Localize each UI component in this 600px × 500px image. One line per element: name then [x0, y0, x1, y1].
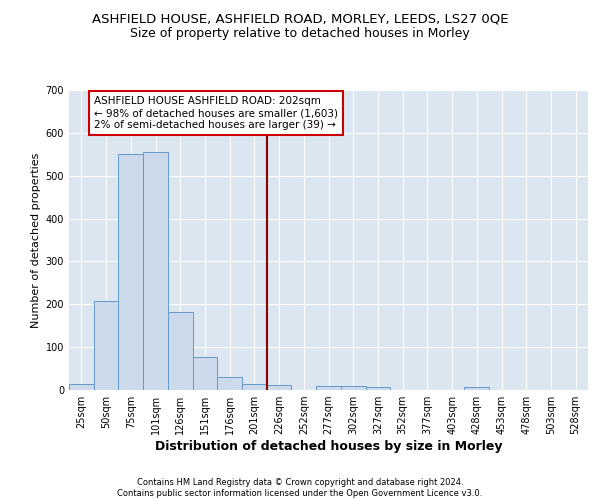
Bar	[464, 388, 489, 390]
Bar	[168, 312, 193, 390]
Bar	[365, 388, 390, 390]
Y-axis label: Number of detached properties: Number of detached properties	[31, 152, 41, 328]
Bar	[193, 356, 217, 390]
Bar	[341, 386, 365, 390]
Text: Size of property relative to detached houses in Morley: Size of property relative to detached ho…	[130, 28, 470, 40]
Bar	[217, 377, 242, 390]
Text: Contains HM Land Registry data © Crown copyright and database right 2024.
Contai: Contains HM Land Registry data © Crown c…	[118, 478, 482, 498]
Bar	[143, 152, 168, 390]
Bar	[94, 302, 118, 390]
Text: ASHFIELD HOUSE, ASHFIELD ROAD, MORLEY, LEEDS, LS27 0QE: ASHFIELD HOUSE, ASHFIELD ROAD, MORLEY, L…	[92, 12, 508, 26]
Bar	[118, 154, 143, 390]
X-axis label: Distribution of detached houses by size in Morley: Distribution of detached houses by size …	[155, 440, 502, 453]
Bar	[242, 384, 267, 390]
Bar	[267, 385, 292, 390]
Bar	[316, 386, 341, 390]
Text: ASHFIELD HOUSE ASHFIELD ROAD: 202sqm
← 98% of detached houses are smaller (1,603: ASHFIELD HOUSE ASHFIELD ROAD: 202sqm ← 9…	[94, 96, 338, 130]
Bar	[69, 384, 94, 390]
